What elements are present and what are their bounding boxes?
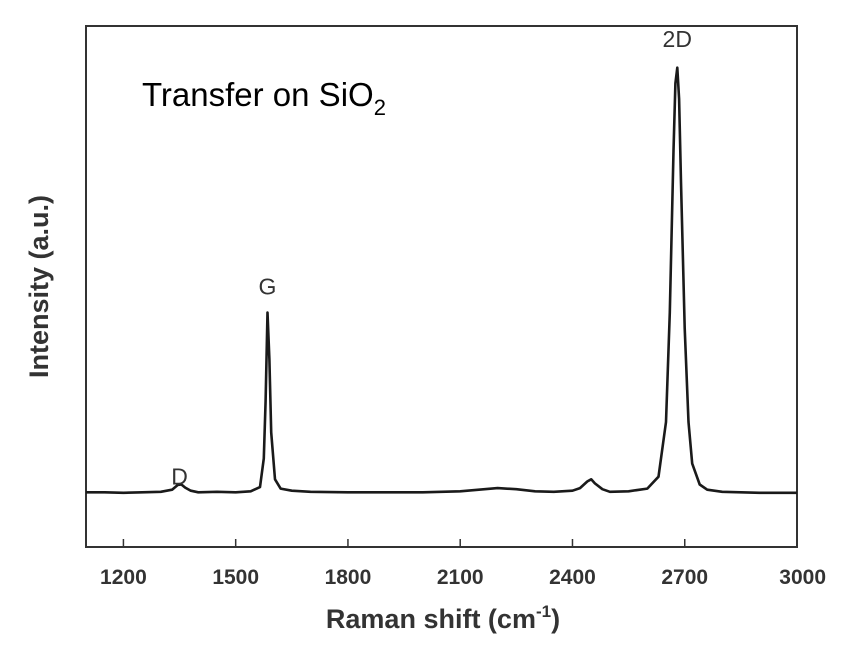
x-axis-title: Raman shift (cm-1) [326,602,560,634]
peak-label-2d: 2D [663,26,692,52]
x-tick-label: 1800 [325,566,372,589]
x-tick-label: 2400 [549,566,596,589]
x-axis-title-end: ) [551,604,560,634]
x-tick-label: 1200 [100,566,147,589]
x-axis-title-main: Raman shift (cm [326,604,536,634]
x-axis-ticks: 1200 1500 1800 2100 2400 2700 3000 [100,539,826,589]
annotation-subscript: 2 [374,95,386,120]
sample-annotation: Transfer on SiO2 [142,76,386,120]
spectrum-series-line [86,66,797,495]
annotation-main: Transfer on SiO [142,76,374,113]
x-tick-label: 2100 [437,566,484,589]
peak-labels: D G 2D [171,26,692,490]
plot-frame [85,25,798,548]
y-axis-title: Intensity (a.u.) [24,195,54,378]
peak-label-d: D [171,464,188,490]
x-tick-label: 2700 [661,566,708,589]
peak-label-g: G [259,274,277,300]
x-tick-label: 3000 [779,566,826,589]
x-axis-title-superscript: -1 [536,602,551,621]
x-tick-label: 1500 [212,566,259,589]
